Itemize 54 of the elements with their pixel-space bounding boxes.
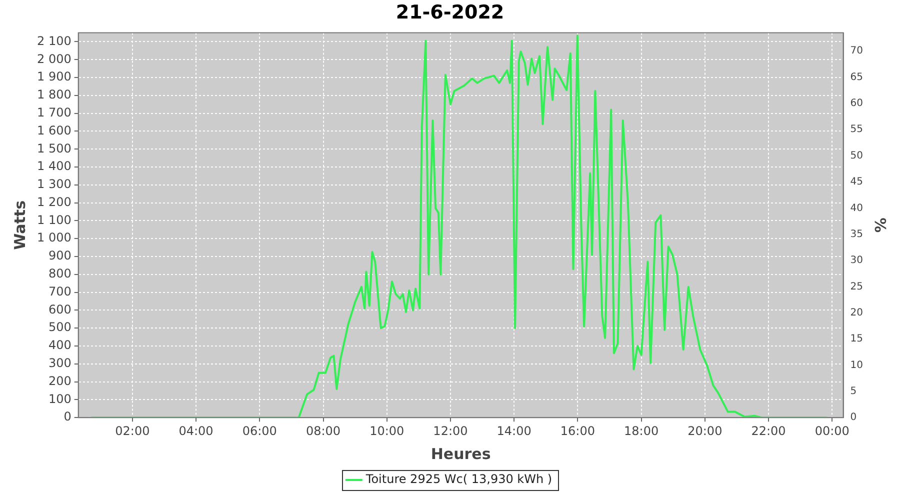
y2-tick-label: 60 (850, 98, 864, 110)
y2-tick-label: 25 (850, 281, 864, 292)
y-tick-label: 1 400 (36, 159, 72, 174)
y2-tick-label: 20 (850, 307, 864, 318)
x-axis-title: Heures (430, 444, 491, 463)
x-tick-label: 10:00 (370, 424, 404, 438)
y2-tick-label: 15 (850, 334, 864, 345)
y-tick-label: 900 (48, 248, 72, 263)
y-tick-label: 1 900 (36, 70, 72, 84)
y-tick-label: 1 600 (36, 123, 72, 138)
x-tick-label: 00:00 (814, 424, 850, 438)
chart-title: 21-6-2022 (396, 1, 504, 24)
y-tick-label: 700 (48, 284, 72, 298)
y-tick-label: 1 300 (36, 177, 72, 192)
y2-tick-label: 30 (850, 255, 864, 266)
x-tick-label: 08:00 (306, 424, 341, 438)
y2-tick-label: 40 (850, 202, 864, 214)
y2-tick-label: 70 (850, 46, 864, 57)
y2-tick-label: 45 (850, 176, 864, 188)
x-tick-label: 20:00 (688, 424, 722, 438)
y-tick-label: 1 000 (36, 230, 72, 245)
y2-tick-label: 5 (850, 386, 857, 398)
y2-tick-label: 10 (850, 360, 864, 371)
y-tick-label: 200 (48, 374, 72, 388)
y-tick-label: 500 (48, 320, 72, 334)
y-tick-label: 300 (48, 356, 72, 370)
y-tick-label: 1 100 (36, 212, 72, 227)
y2-tick-label: 35 (850, 228, 864, 240)
y2-tick-label: 0 (850, 412, 857, 424)
y-tick-label: 2 100 (36, 34, 72, 48)
x-tick-label: 12:00 (433, 424, 468, 438)
x-tick-label: 14:00 (496, 424, 532, 438)
y-tick-label: 400 (48, 338, 72, 352)
y2-axis-title: % (871, 218, 890, 233)
x-tick-label: 22:00 (751, 424, 786, 438)
y-tick-label: 2 000 (36, 52, 72, 66)
y2-tick-label: 65 (850, 72, 864, 83)
y-tick-label: 800 (48, 266, 72, 281)
y-axis-title: Watts (10, 200, 29, 250)
x-tick-label: 06:00 (242, 424, 277, 438)
x-tick-label: 18:00 (624, 424, 659, 438)
y-tick-label: 1 800 (36, 88, 72, 102)
y-tick-label: 0 (64, 410, 72, 424)
y-tick-label: 100 (48, 392, 72, 406)
y-tick-label: 1 700 (36, 105, 72, 120)
y-tick-label: 1 500 (36, 141, 72, 156)
y2-tick-label: 50 (850, 150, 864, 162)
legend-label: Toiture 2925 Wc( 13,930 kWh ) (364, 472, 552, 486)
x-tick-label: 16:00 (560, 424, 595, 438)
y2-tick-label: 55 (850, 124, 864, 136)
x-tick-label: 04:00 (178, 424, 214, 438)
x-tick-label: 02:00 (115, 424, 150, 438)
y-tick-label: 1 200 (36, 194, 72, 209)
y-tick-label: 600 (48, 302, 72, 316)
